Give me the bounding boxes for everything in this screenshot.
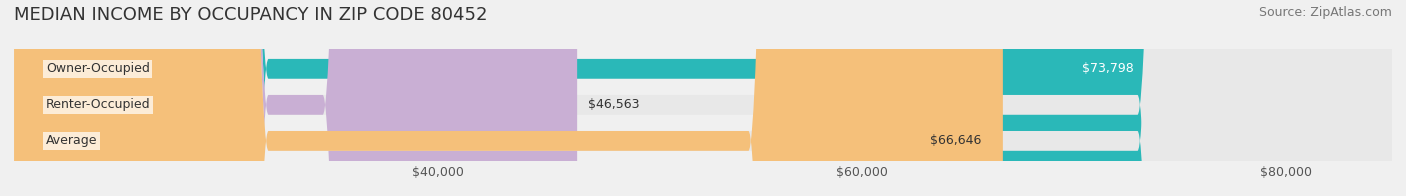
- Text: $66,646: $66,646: [931, 134, 981, 147]
- Text: $46,563: $46,563: [588, 98, 640, 111]
- FancyBboxPatch shape: [14, 0, 1392, 196]
- Text: Source: ZipAtlas.com: Source: ZipAtlas.com: [1258, 6, 1392, 19]
- FancyBboxPatch shape: [14, 0, 1002, 196]
- FancyBboxPatch shape: [14, 0, 1392, 196]
- Text: Owner-Occupied: Owner-Occupied: [46, 62, 149, 75]
- FancyBboxPatch shape: [14, 0, 1154, 196]
- Text: Average: Average: [46, 134, 97, 147]
- Text: Renter-Occupied: Renter-Occupied: [46, 98, 150, 111]
- FancyBboxPatch shape: [14, 0, 1392, 196]
- Text: MEDIAN INCOME BY OCCUPANCY IN ZIP CODE 80452: MEDIAN INCOME BY OCCUPANCY IN ZIP CODE 8…: [14, 6, 488, 24]
- FancyBboxPatch shape: [14, 0, 576, 196]
- Text: $73,798: $73,798: [1081, 62, 1133, 75]
